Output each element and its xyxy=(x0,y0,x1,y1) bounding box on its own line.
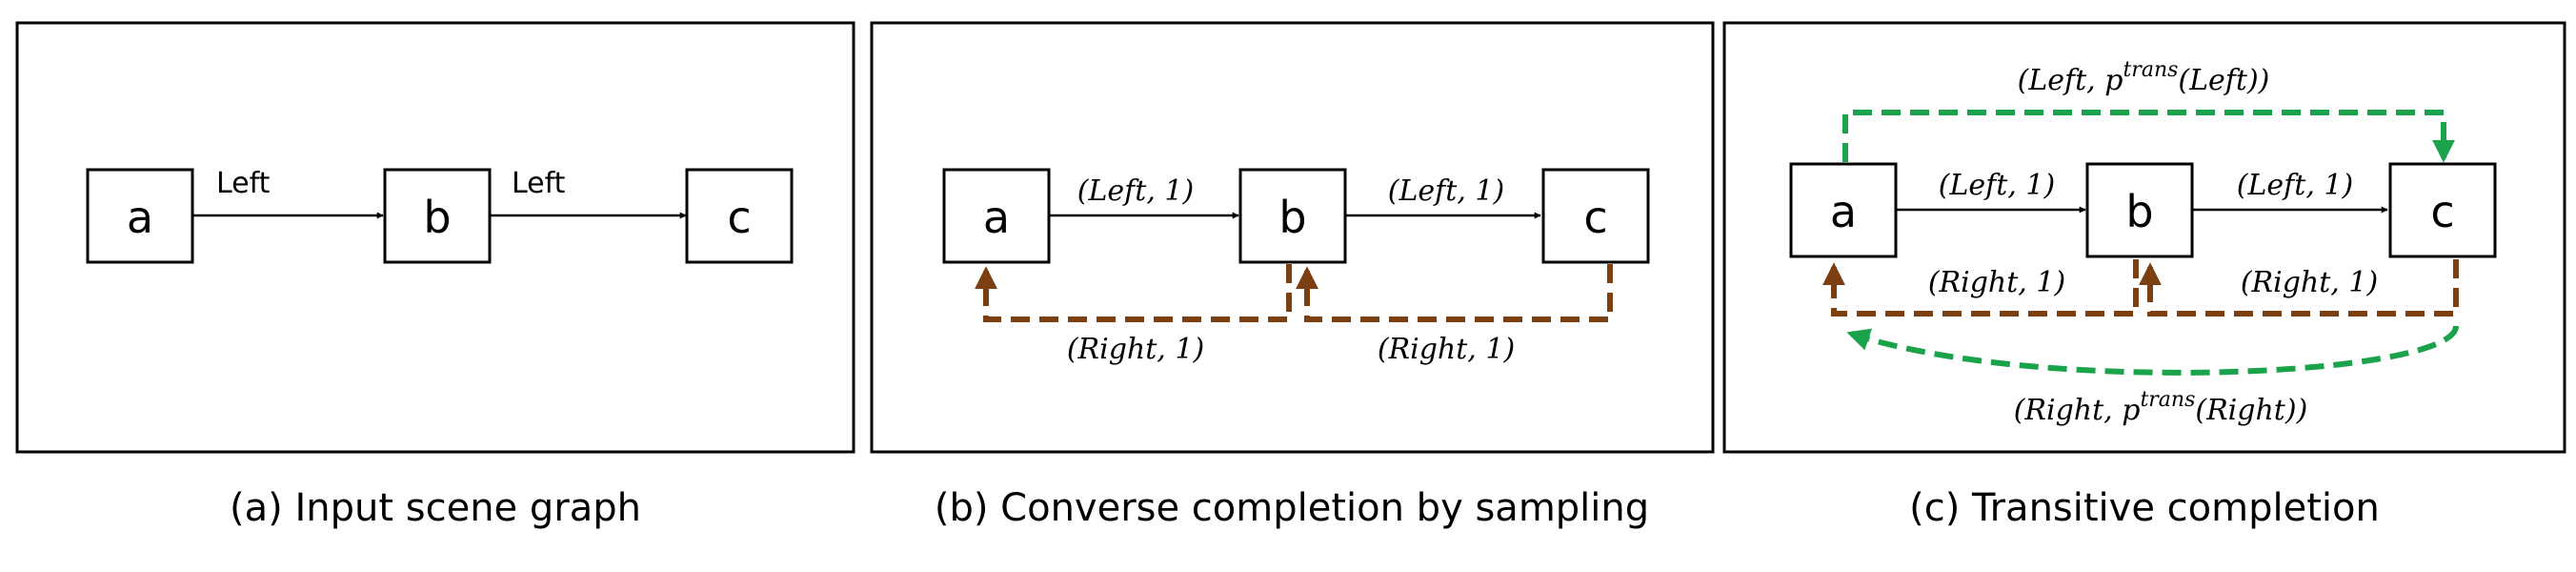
node-b-box xyxy=(383,168,492,264)
edge-label-c-b: (Right, 1) xyxy=(1378,333,1515,366)
edge-label-c-b: (Right, 1) xyxy=(2241,266,2378,299)
edge-label-b-c: (Left, 1) xyxy=(2237,169,2353,202)
node-a-label: a xyxy=(127,192,153,243)
transitive-bottom-suffix: (Right)) xyxy=(2195,394,2307,427)
edge-label-a-c-transitive: (Left, ptrans(Left)) xyxy=(2018,58,2270,97)
node-c-label: c xyxy=(1583,192,1607,243)
edge-label-b-a: (Right, 1) xyxy=(1067,333,1204,366)
edge-label-a-b: (Left, 1) xyxy=(1939,169,2055,202)
edge-label-b-c: (Left, 1) xyxy=(1388,174,1504,208)
edge-b-a-converse xyxy=(975,264,1292,322)
node-c-label: c xyxy=(727,192,751,243)
edge-a-c-transitive xyxy=(1842,110,2455,163)
edge-c-a-transitive xyxy=(1846,325,2459,376)
panel-a: Left Left a b c (a) Input scene graph xyxy=(15,21,855,530)
panel-a-caption: (a) Input scene graph xyxy=(230,486,641,530)
edge-label-a-b: (Left, 1) xyxy=(1077,174,1194,208)
panel-b: (Left, 1) (Left, 1) (Right, 1) (Right, 1… xyxy=(870,21,1715,530)
panel-b-caption: (b) Converse completion by sampling xyxy=(935,486,1649,530)
transitive-top-superscript: trans xyxy=(2123,58,2178,82)
panel-c-caption: (c) Transitive completion xyxy=(1909,486,2380,530)
node-a-box xyxy=(1789,162,1898,258)
node-c-box xyxy=(2388,162,2497,258)
edge-c-b-converse xyxy=(2139,259,2459,317)
node-c-box xyxy=(1541,168,1650,264)
node-c-label: c xyxy=(2430,186,2454,237)
node-b-label: b xyxy=(423,192,451,243)
transitive-top-prefix: (Left, p xyxy=(2018,64,2123,97)
edge-b-a-converse xyxy=(1822,259,2139,317)
node-b-box xyxy=(1238,168,1347,264)
panel-c: (Left, 1) (Left, 1) (Right, 1) (Right, 1… xyxy=(1722,21,2566,530)
node-b-box xyxy=(2085,162,2194,258)
node-a-label: a xyxy=(983,192,1010,243)
transitive-bottom-prefix: (Right, p xyxy=(2014,394,2141,427)
node-a-box xyxy=(942,168,1051,264)
edge-label-c-a-transitive: (Right, ptrans(Right)) xyxy=(2014,388,2308,427)
edge-c-b-converse xyxy=(1296,264,1613,322)
node-c-box xyxy=(685,168,794,264)
edge-label-b-a: (Right, 1) xyxy=(1928,266,2065,299)
node-a-label: a xyxy=(1830,186,1857,237)
node-b-label: b xyxy=(2125,186,2153,237)
node-a-box xyxy=(86,168,194,264)
node-b-label: b xyxy=(1278,192,1306,243)
edge-label-b-c: Left xyxy=(512,167,566,200)
transitive-top-suffix: (Left)) xyxy=(2178,64,2269,97)
edge-label-a-b: Left xyxy=(216,167,271,200)
transitive-bottom-superscript: trans xyxy=(2140,388,2195,412)
